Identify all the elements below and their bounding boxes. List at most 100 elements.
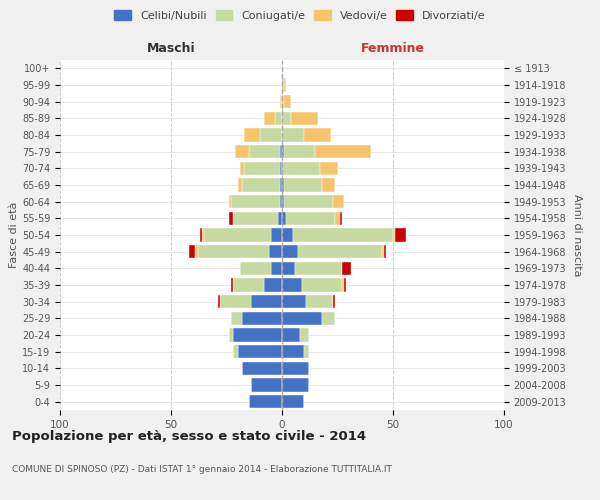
Bar bbox=[333, 195, 344, 208]
Bar bbox=[282, 345, 304, 358]
Bar bbox=[284, 145, 316, 158]
Bar bbox=[335, 212, 340, 225]
Bar bbox=[229, 212, 233, 225]
Bar bbox=[271, 262, 282, 275]
Bar bbox=[275, 112, 282, 125]
Bar bbox=[235, 145, 249, 158]
Bar bbox=[282, 278, 302, 291]
Bar bbox=[282, 128, 304, 141]
Bar bbox=[393, 228, 395, 241]
Bar bbox=[333, 295, 335, 308]
Bar bbox=[231, 195, 280, 208]
Bar bbox=[244, 128, 260, 141]
Bar bbox=[233, 212, 278, 225]
Bar bbox=[249, 395, 282, 408]
Bar bbox=[280, 162, 282, 175]
Bar bbox=[284, 95, 291, 108]
Bar bbox=[242, 312, 282, 325]
Bar bbox=[196, 245, 197, 258]
Bar bbox=[291, 112, 317, 125]
Bar bbox=[382, 245, 384, 258]
Bar bbox=[240, 162, 244, 175]
Text: Maschi: Maschi bbox=[146, 42, 196, 55]
Bar bbox=[384, 245, 386, 258]
Y-axis label: Anni di nascita: Anni di nascita bbox=[572, 194, 582, 276]
Bar bbox=[231, 312, 242, 325]
Bar bbox=[269, 245, 282, 258]
Text: COMUNE DI SPINOSO (PZ) - Dati ISTAT 1° gennaio 2014 - Elaborazione TUTTITALIA.IT: COMUNE DI SPINOSO (PZ) - Dati ISTAT 1° g… bbox=[12, 465, 392, 474]
Bar bbox=[307, 295, 333, 308]
Bar bbox=[316, 145, 371, 158]
Bar bbox=[238, 345, 282, 358]
Bar bbox=[284, 195, 333, 208]
Text: Popolazione per età, sesso e stato civile - 2014: Popolazione per età, sesso e stato civil… bbox=[12, 430, 366, 443]
Bar bbox=[280, 178, 282, 192]
Bar bbox=[197, 245, 269, 258]
Bar bbox=[322, 178, 335, 192]
Bar bbox=[280, 195, 282, 208]
Bar bbox=[322, 312, 335, 325]
Bar bbox=[286, 212, 335, 225]
Bar bbox=[264, 278, 282, 291]
Bar bbox=[282, 395, 304, 408]
Bar bbox=[260, 128, 282, 141]
Bar bbox=[282, 228, 293, 241]
Bar bbox=[320, 162, 337, 175]
Bar bbox=[282, 312, 322, 325]
Bar bbox=[282, 262, 295, 275]
Bar bbox=[282, 178, 284, 192]
Bar bbox=[302, 278, 342, 291]
Bar bbox=[271, 228, 282, 241]
Legend: Celibi/Nubili, Coniugati/e, Vedovi/e, Divorziati/e: Celibi/Nubili, Coniugati/e, Vedovi/e, Di… bbox=[110, 6, 490, 25]
Bar bbox=[204, 228, 271, 241]
Bar bbox=[282, 112, 291, 125]
Bar bbox=[229, 328, 233, 342]
Bar bbox=[251, 295, 282, 308]
Bar bbox=[240, 262, 271, 275]
Bar bbox=[202, 228, 204, 241]
Bar bbox=[282, 195, 284, 208]
Bar bbox=[282, 245, 298, 258]
Bar bbox=[233, 345, 238, 358]
Bar bbox=[280, 145, 282, 158]
Bar bbox=[282, 162, 320, 175]
Bar bbox=[242, 362, 282, 375]
Bar bbox=[340, 212, 342, 225]
Bar bbox=[264, 112, 275, 125]
Bar bbox=[300, 328, 308, 342]
Bar bbox=[233, 278, 264, 291]
Bar bbox=[282, 95, 284, 108]
Bar bbox=[342, 278, 344, 291]
Bar bbox=[282, 362, 308, 375]
Bar bbox=[282, 78, 284, 92]
Bar bbox=[248, 145, 280, 158]
Bar bbox=[282, 212, 286, 225]
Bar bbox=[220, 295, 251, 308]
Bar bbox=[395, 228, 406, 241]
Bar bbox=[233, 328, 282, 342]
Bar bbox=[295, 262, 342, 275]
Bar bbox=[304, 128, 331, 141]
Bar bbox=[242, 178, 280, 192]
Y-axis label: Fasce di età: Fasce di età bbox=[9, 202, 19, 268]
Bar bbox=[282, 378, 308, 392]
Bar bbox=[278, 212, 282, 225]
Bar bbox=[244, 162, 280, 175]
Bar bbox=[304, 345, 308, 358]
Bar bbox=[189, 245, 196, 258]
Bar bbox=[298, 245, 382, 258]
Bar bbox=[200, 228, 202, 241]
Bar bbox=[284, 178, 322, 192]
Bar bbox=[231, 278, 233, 291]
Bar bbox=[344, 278, 346, 291]
Bar bbox=[229, 195, 231, 208]
Bar bbox=[282, 295, 307, 308]
Bar bbox=[282, 328, 300, 342]
Bar bbox=[342, 262, 351, 275]
Bar bbox=[251, 378, 282, 392]
Bar bbox=[218, 295, 220, 308]
Bar bbox=[293, 228, 393, 241]
Bar bbox=[238, 178, 242, 192]
Bar bbox=[282, 145, 284, 158]
Bar bbox=[284, 78, 286, 92]
